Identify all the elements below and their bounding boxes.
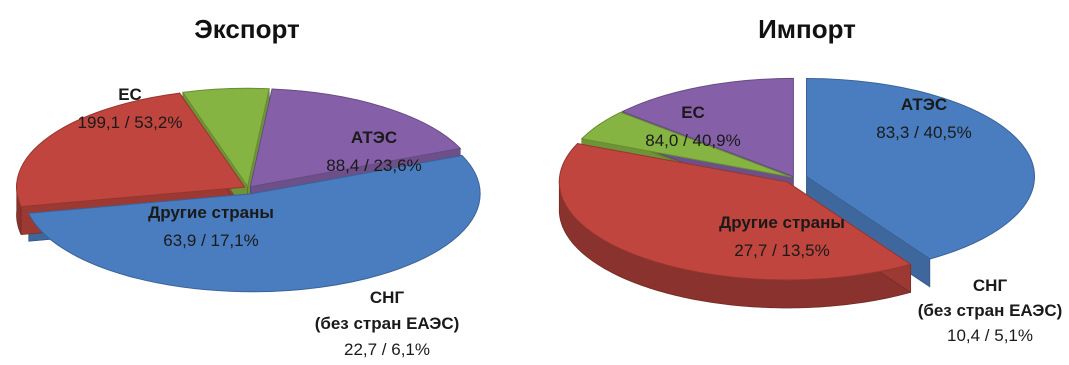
import-value-eu: 84,0 / 40,9% <box>645 131 740 150</box>
import-chart-title: Импорт <box>758 14 856 44</box>
export-value-cis: 22,7 / 6,1% <box>344 340 430 359</box>
import-value-cis: 10,4 / 5,1% <box>947 326 1033 345</box>
export-value-eu: 199,1 / 53,2% <box>78 113 183 132</box>
import-labels: ЕС 84,0 / 40,9% АТЭС 83,3 / 40,5% Другие… <box>645 95 1062 345</box>
import-label-apec: АТЭС <box>901 95 947 114</box>
export-slice-cis <box>181 87 270 188</box>
export-label-apec: АТЭС <box>351 128 397 147</box>
import-label-other: Другие страны <box>719 213 845 232</box>
import-pie <box>558 77 1035 309</box>
export-sublabel-cis: (без стран ЕАЭС) <box>315 314 460 333</box>
export-value-apec: 88,4 / 23,6% <box>326 156 421 175</box>
export-chart-title: Экспорт <box>194 14 300 44</box>
import-value-apec: 83,3 / 40,5% <box>876 123 971 142</box>
import-label-eu: ЕС <box>681 103 705 122</box>
export-slice-other <box>249 88 462 188</box>
export-labels: ЕС 199,1 / 53,2% АТЭС 88,4 / 23,6% Други… <box>78 85 460 359</box>
import-sublabel-cis: (без стран ЕАЭС) <box>918 301 1063 320</box>
import-slice-other <box>621 77 794 178</box>
export-label-cis: СНГ <box>370 288 405 307</box>
export-label-eu: ЕС <box>118 85 142 104</box>
import-slice-cis <box>580 111 792 178</box>
export-label-other: Другие страны <box>148 203 274 222</box>
export-slice-eu <box>27 154 481 293</box>
import-label-cis: СНГ <box>973 276 1008 295</box>
import-slice-eu <box>806 78 1035 260</box>
import-value-other: 27,7 / 13,5% <box>734 241 829 260</box>
export-slice-apec <box>16 92 246 208</box>
export-pie <box>16 87 481 293</box>
export-value-other: 63,9 / 17,1% <box>163 231 258 250</box>
import-slice-apec <box>558 143 912 281</box>
